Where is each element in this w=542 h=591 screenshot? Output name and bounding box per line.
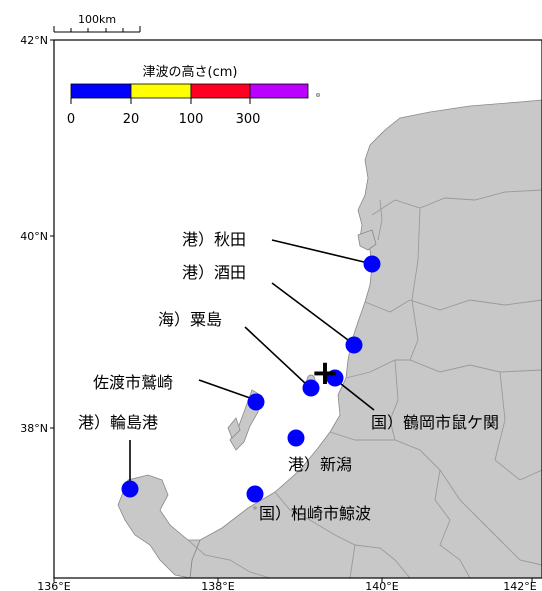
station-label-wajima: 港）輪島港 — [78, 413, 158, 432]
stations — [121, 255, 381, 503]
station-label-niigata: 港）新潟 — [288, 455, 352, 474]
longitude-axis — [53, 578, 533, 582]
scale-bar-label: 100km — [78, 13, 116, 26]
legend-bin-0-20 — [70, 83, 132, 99]
station-marker-nezugaseki — [326, 369, 344, 387]
prefecture-borders — [187, 189, 542, 579]
station-label-nezugaseki: 国）鶴岡市鼠ケ関 — [371, 413, 499, 432]
legend: 津波の高さ(cm) 0 20 100 300 — [67, 64, 309, 127]
station-label-awashima: 海）粟島 — [158, 310, 222, 329]
lon-label-138: 138°E — [201, 580, 234, 591]
lon-label-136: 136°E — [37, 580, 70, 591]
legend-bin-100-300 — [190, 83, 251, 99]
map-frame — [53, 39, 542, 579]
lon-label-142: 142°E — [503, 580, 536, 591]
scale-bar — [53, 26, 141, 33]
legend-tick-20: 20 — [123, 112, 140, 127]
lat-label-42: 42°N — [20, 34, 48, 47]
lat-label-38: 38°N — [20, 422, 48, 435]
station-marker-washizaki — [247, 393, 265, 411]
station-marker-wajima — [121, 480, 139, 498]
legend-tick-300: 300 — [236, 112, 261, 127]
epicenter-marker: + — [311, 353, 340, 393]
legend-bin-20-100 — [130, 83, 192, 99]
leader-lines — [129, 239, 375, 482]
station-marker-sakata — [345, 336, 363, 354]
legend-tick-0: 0 — [67, 112, 75, 127]
station-label-akita: 港）秋田 — [182, 230, 246, 249]
lat-label-40: 40°N — [20, 230, 48, 243]
lon-label-140: 140°E — [365, 580, 398, 591]
station-marker-awashima — [302, 379, 320, 397]
legend-title: 津波の高さ(cm) — [143, 64, 238, 80]
legend-tick-100: 100 — [179, 112, 204, 127]
station-label-kujiranami: 国）柏崎市鯨波 — [259, 504, 371, 523]
station-label-sakata: 港）酒田 — [182, 263, 246, 282]
station-marker-kujiranami — [246, 485, 264, 503]
legend-bin-300-plus — [249, 83, 309, 99]
station-label-washizaki: 佐渡市鷲崎 — [93, 373, 173, 392]
station-marker-niigata — [287, 429, 305, 447]
station-marker-akita — [363, 255, 381, 273]
latitude-axis — [50, 39, 54, 429]
